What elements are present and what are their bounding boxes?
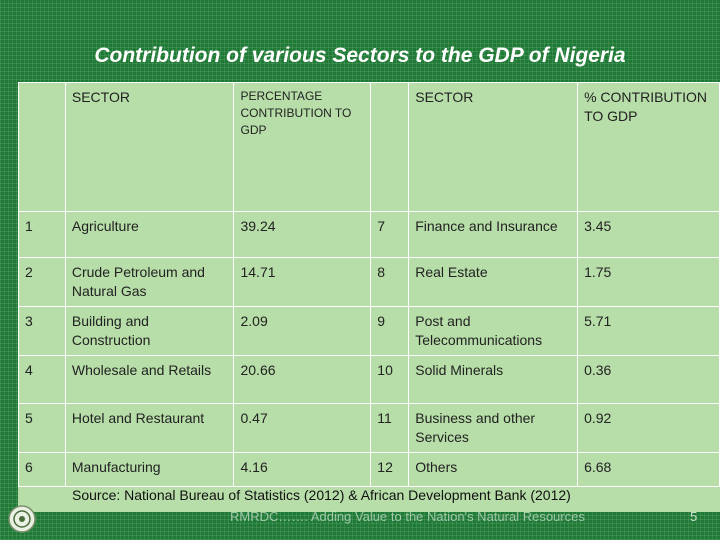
sector-percentage: 3.45 <box>577 211 720 258</box>
sector-percentage: 4.16 <box>233 452 372 487</box>
sector-name: Agriculture <box>64 211 235 258</box>
sector-name: Post and Telecommunications <box>408 306 579 356</box>
sector-percentage: 1.75 <box>577 257 720 307</box>
sector-name: Real Estate <box>408 257 579 307</box>
sector-name: Crude Petroleum and Natural Gas <box>64 257 235 307</box>
slide-number: 5 <box>690 509 698 524</box>
header-no-right <box>370 82 410 212</box>
sector-percentage: 2.09 <box>233 306 372 356</box>
row-number: 1 <box>18 211 66 258</box>
header-sector-left: SECTOR <box>64 82 235 212</box>
table-row: 3 Building and Construction 2.09 9 Post … <box>18 306 720 356</box>
sector-percentage: 20.66 <box>233 355 372 404</box>
sector-name: Manufacturing <box>64 452 235 487</box>
sector-percentage: 0.36 <box>577 355 720 404</box>
table-row: 2 Crude Petroleum and Natural Gas 14.71 … <box>18 257 720 307</box>
row-number: 2 <box>18 257 66 307</box>
sector-percentage: 5.71 <box>577 306 720 356</box>
sector-percentage: 14.71 <box>233 257 372 307</box>
slide-title: Contribution of various Sectors to the G… <box>94 44 626 67</box>
sector-name: Hotel and Restaurant <box>64 403 235 453</box>
footer-tagline: RMRDC……. Adding Value to the Nation's Na… <box>230 509 585 524</box>
table-row: 6 Manufacturing 4.16 12 Others 6.68 <box>18 452 720 487</box>
table-row: 4 Wholesale and Retails 20.66 10 Solid M… <box>18 355 720 404</box>
sector-percentage: 6.68 <box>577 452 720 487</box>
row-number: 5 <box>18 403 66 453</box>
sector-name: Building and Construction <box>64 306 235 356</box>
row-number: 11 <box>370 403 410 453</box>
table-row: 5 Hotel and Restaurant 0.47 11 Business … <box>18 403 720 453</box>
row-number: 6 <box>18 452 66 487</box>
sector-name: Solid Minerals <box>408 355 579 404</box>
sector-name: Others <box>408 452 579 487</box>
row-number: 9 <box>370 306 410 356</box>
row-number: 12 <box>370 452 410 487</box>
sector-percentage: 0.92 <box>577 403 720 453</box>
table-row: 1 Agriculture 39.24 7 Finance and Insura… <box>18 211 720 258</box>
gdp-table: SECTOR PERCENTAGE CONTRIBUTION TO GDP SE… <box>18 82 720 487</box>
sector-percentage: 39.24 <box>233 211 372 258</box>
sector-name: Finance and Insurance <box>408 211 579 258</box>
header-percentage-right: % CONTRIBUTION TO GDP <box>577 82 720 212</box>
row-number: 7 <box>370 211 410 258</box>
sector-percentage: 0.47 <box>233 403 372 453</box>
sector-name: Wholesale and Retails <box>64 355 235 404</box>
sector-name: Business and other Services <box>408 403 579 453</box>
row-number: 4 <box>18 355 66 404</box>
table-footer-band <box>18 482 720 512</box>
header-percentage-left: PERCENTAGE CONTRIBUTION TO GDP <box>233 82 372 212</box>
table-header-row: SECTOR PERCENTAGE CONTRIBUTION TO GDP SE… <box>18 82 720 212</box>
row-number: 8 <box>370 257 410 307</box>
rmrdc-logo-icon <box>8 505 36 533</box>
row-number: 3 <box>18 306 66 356</box>
header-sector-right: SECTOR <box>408 82 579 212</box>
source-note: Source: National Bureau of Statistics (2… <box>72 487 571 503</box>
row-number: 10 <box>370 355 410 404</box>
header-no-left <box>18 82 66 212</box>
